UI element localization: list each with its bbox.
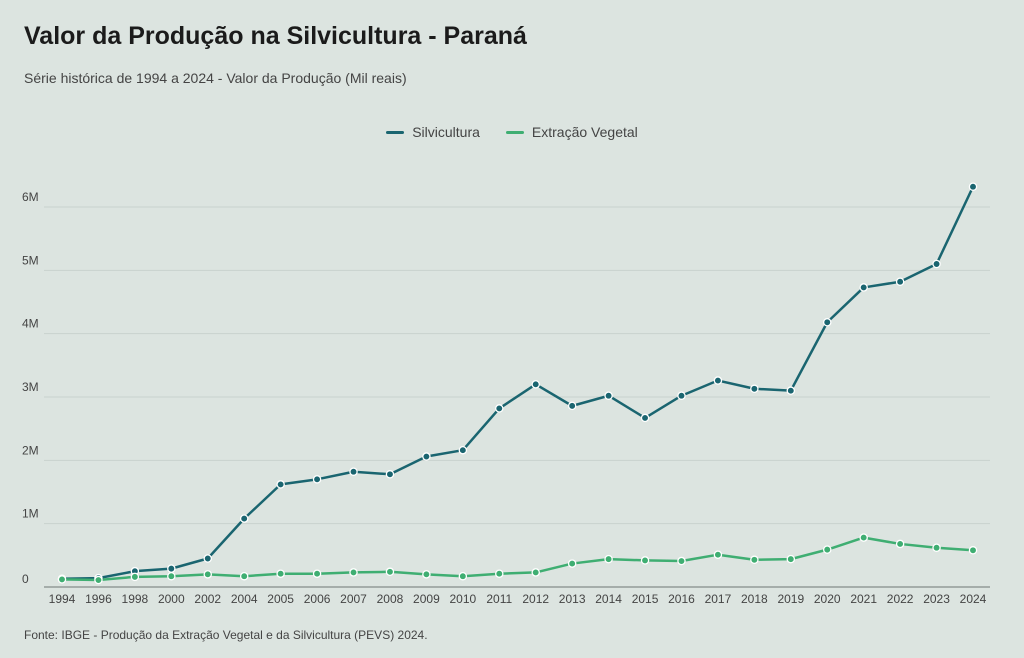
data-point-extracao-vegetal xyxy=(94,575,103,585)
legend-swatch-silvicultura xyxy=(386,130,405,134)
data-point-extracao-vegetal xyxy=(604,554,613,564)
x-tick-label: 2011 xyxy=(486,592,512,606)
y-tick-label: 2M xyxy=(22,443,39,457)
data-point-extracao-vegetal xyxy=(713,550,723,559)
data-point-extracao-vegetal xyxy=(750,555,759,565)
data-point-extracao-vegetal xyxy=(895,539,905,549)
x-tick-label: 2017 xyxy=(705,592,732,606)
legend-swatch-extracao-vegetal xyxy=(505,130,524,134)
y-tick-label: 0 xyxy=(22,572,29,586)
x-tick-label: 2018 xyxy=(741,592,768,606)
y-tick-label: 4M xyxy=(22,317,39,331)
x-tick-label: 2016 xyxy=(668,592,695,606)
data-point-extracao-vegetal xyxy=(822,545,832,554)
data-point-silvicultura xyxy=(167,564,176,573)
data-point-silvicultura xyxy=(604,391,613,400)
x-tick-label: 2002 xyxy=(194,592,221,606)
x-tick-label: 2006 xyxy=(304,592,331,606)
data-point-extracao-vegetal xyxy=(495,569,504,578)
data-point-extracao-vegetal xyxy=(312,569,322,578)
x-tick-label: 2014 xyxy=(595,592,622,606)
x-tick-label: 2008 xyxy=(377,592,404,606)
legend-item-extracao-vegetal[interactable]: Extração Vegetal xyxy=(505,124,638,140)
x-tick-label: 1994 xyxy=(49,592,76,606)
series-line-extracao-vegetal xyxy=(60,536,975,582)
y-tick-label: 1M xyxy=(22,507,39,521)
data-point-silvicultura xyxy=(531,380,540,389)
data-point-extracao-vegetal xyxy=(57,575,67,584)
y-tick-label: 3M xyxy=(22,380,39,394)
x-tick-label: 2005 xyxy=(267,592,294,606)
data-point-extracao-vegetal xyxy=(786,554,796,564)
x-tick-label: 2009 xyxy=(413,592,440,606)
x-tick-label: 2012 xyxy=(522,592,549,606)
data-point-silvicultura xyxy=(312,475,322,484)
data-point-silvicultura xyxy=(567,401,577,411)
data-point-silvicultura xyxy=(458,445,468,455)
data-point-silvicultura xyxy=(713,376,723,385)
data-point-extracao-vegetal xyxy=(276,569,285,578)
x-tick-label: 2013 xyxy=(559,592,586,606)
legend-label-extracao-vegetal: Extração Vegetal xyxy=(531,124,638,140)
data-point-silvicultura xyxy=(822,318,832,327)
data-point-silvicultura xyxy=(895,277,905,286)
data-point-silvicultura xyxy=(422,452,431,461)
data-point-extracao-vegetal xyxy=(167,571,176,581)
x-tick-label: 2022 xyxy=(887,592,914,606)
data-point-extracao-vegetal xyxy=(458,571,468,581)
legend-label-silvicultura: Silvicultura xyxy=(412,124,480,140)
x-tick-label: 2021 xyxy=(850,592,877,606)
x-tick-label: 2020 xyxy=(814,592,841,606)
data-point-extracao-vegetal xyxy=(531,568,540,577)
data-point-silvicultura xyxy=(203,554,213,563)
x-tick-label: 2010 xyxy=(449,592,476,606)
x-tick-label: 1998 xyxy=(122,592,149,606)
x-tick-label: 2015 xyxy=(632,592,659,606)
data-point-silvicultura xyxy=(786,386,796,395)
series-line-silvicultura xyxy=(60,185,975,581)
data-point-extracao-vegetal xyxy=(859,533,868,542)
y-tick-label: 6M xyxy=(22,190,39,204)
data-point-extracao-vegetal xyxy=(203,570,213,579)
legend-item-silvicultura[interactable]: Silvicultura xyxy=(386,124,480,140)
data-point-silvicultura xyxy=(677,391,686,400)
data-point-silvicultura xyxy=(859,283,868,292)
chart-title: Valor da Produção na Silvicultura - Para… xyxy=(24,22,527,50)
data-point-extracao-vegetal xyxy=(385,567,395,577)
source-note: Fonte: IBGE - Produção da Extração Veget… xyxy=(24,628,428,642)
data-point-extracao-vegetal xyxy=(677,556,686,566)
data-point-silvicultura xyxy=(385,470,395,479)
data-point-silvicultura xyxy=(239,514,249,523)
data-point-extracao-vegetal xyxy=(239,571,249,581)
x-tick-label: 2000 xyxy=(158,592,185,606)
x-tick-label: 2019 xyxy=(777,592,804,606)
data-point-extracao-vegetal xyxy=(422,570,431,579)
x-tick-label: 2023 xyxy=(923,592,950,606)
data-point-silvicultura xyxy=(276,480,285,489)
data-point-silvicultura xyxy=(932,259,941,269)
data-point-extracao-vegetal xyxy=(349,568,358,577)
data-point-silvicultura xyxy=(750,384,759,394)
data-point-silvicultura xyxy=(640,413,650,423)
data-point-extracao-vegetal xyxy=(640,556,650,565)
x-tick-label: 2004 xyxy=(231,592,258,606)
data-point-extracao-vegetal xyxy=(932,543,941,552)
data-point-extracao-vegetal xyxy=(130,572,140,582)
x-tick-label: 2007 xyxy=(340,592,367,606)
chart-legend: Silvicultura Extração Vegetal xyxy=(0,124,1024,140)
x-tick-label: 2024 xyxy=(960,592,987,606)
data-point-silvicultura xyxy=(968,182,978,191)
data-point-extracao-vegetal xyxy=(567,559,577,568)
chart-subtitle: Série histórica de 1994 a 2024 - Valor d… xyxy=(24,70,407,86)
data-point-silvicultura xyxy=(349,467,358,476)
x-tick-label: 1996 xyxy=(85,592,112,606)
data-point-extracao-vegetal xyxy=(968,546,978,555)
data-point-silvicultura xyxy=(495,404,504,413)
y-tick-label: 5M xyxy=(22,253,39,267)
